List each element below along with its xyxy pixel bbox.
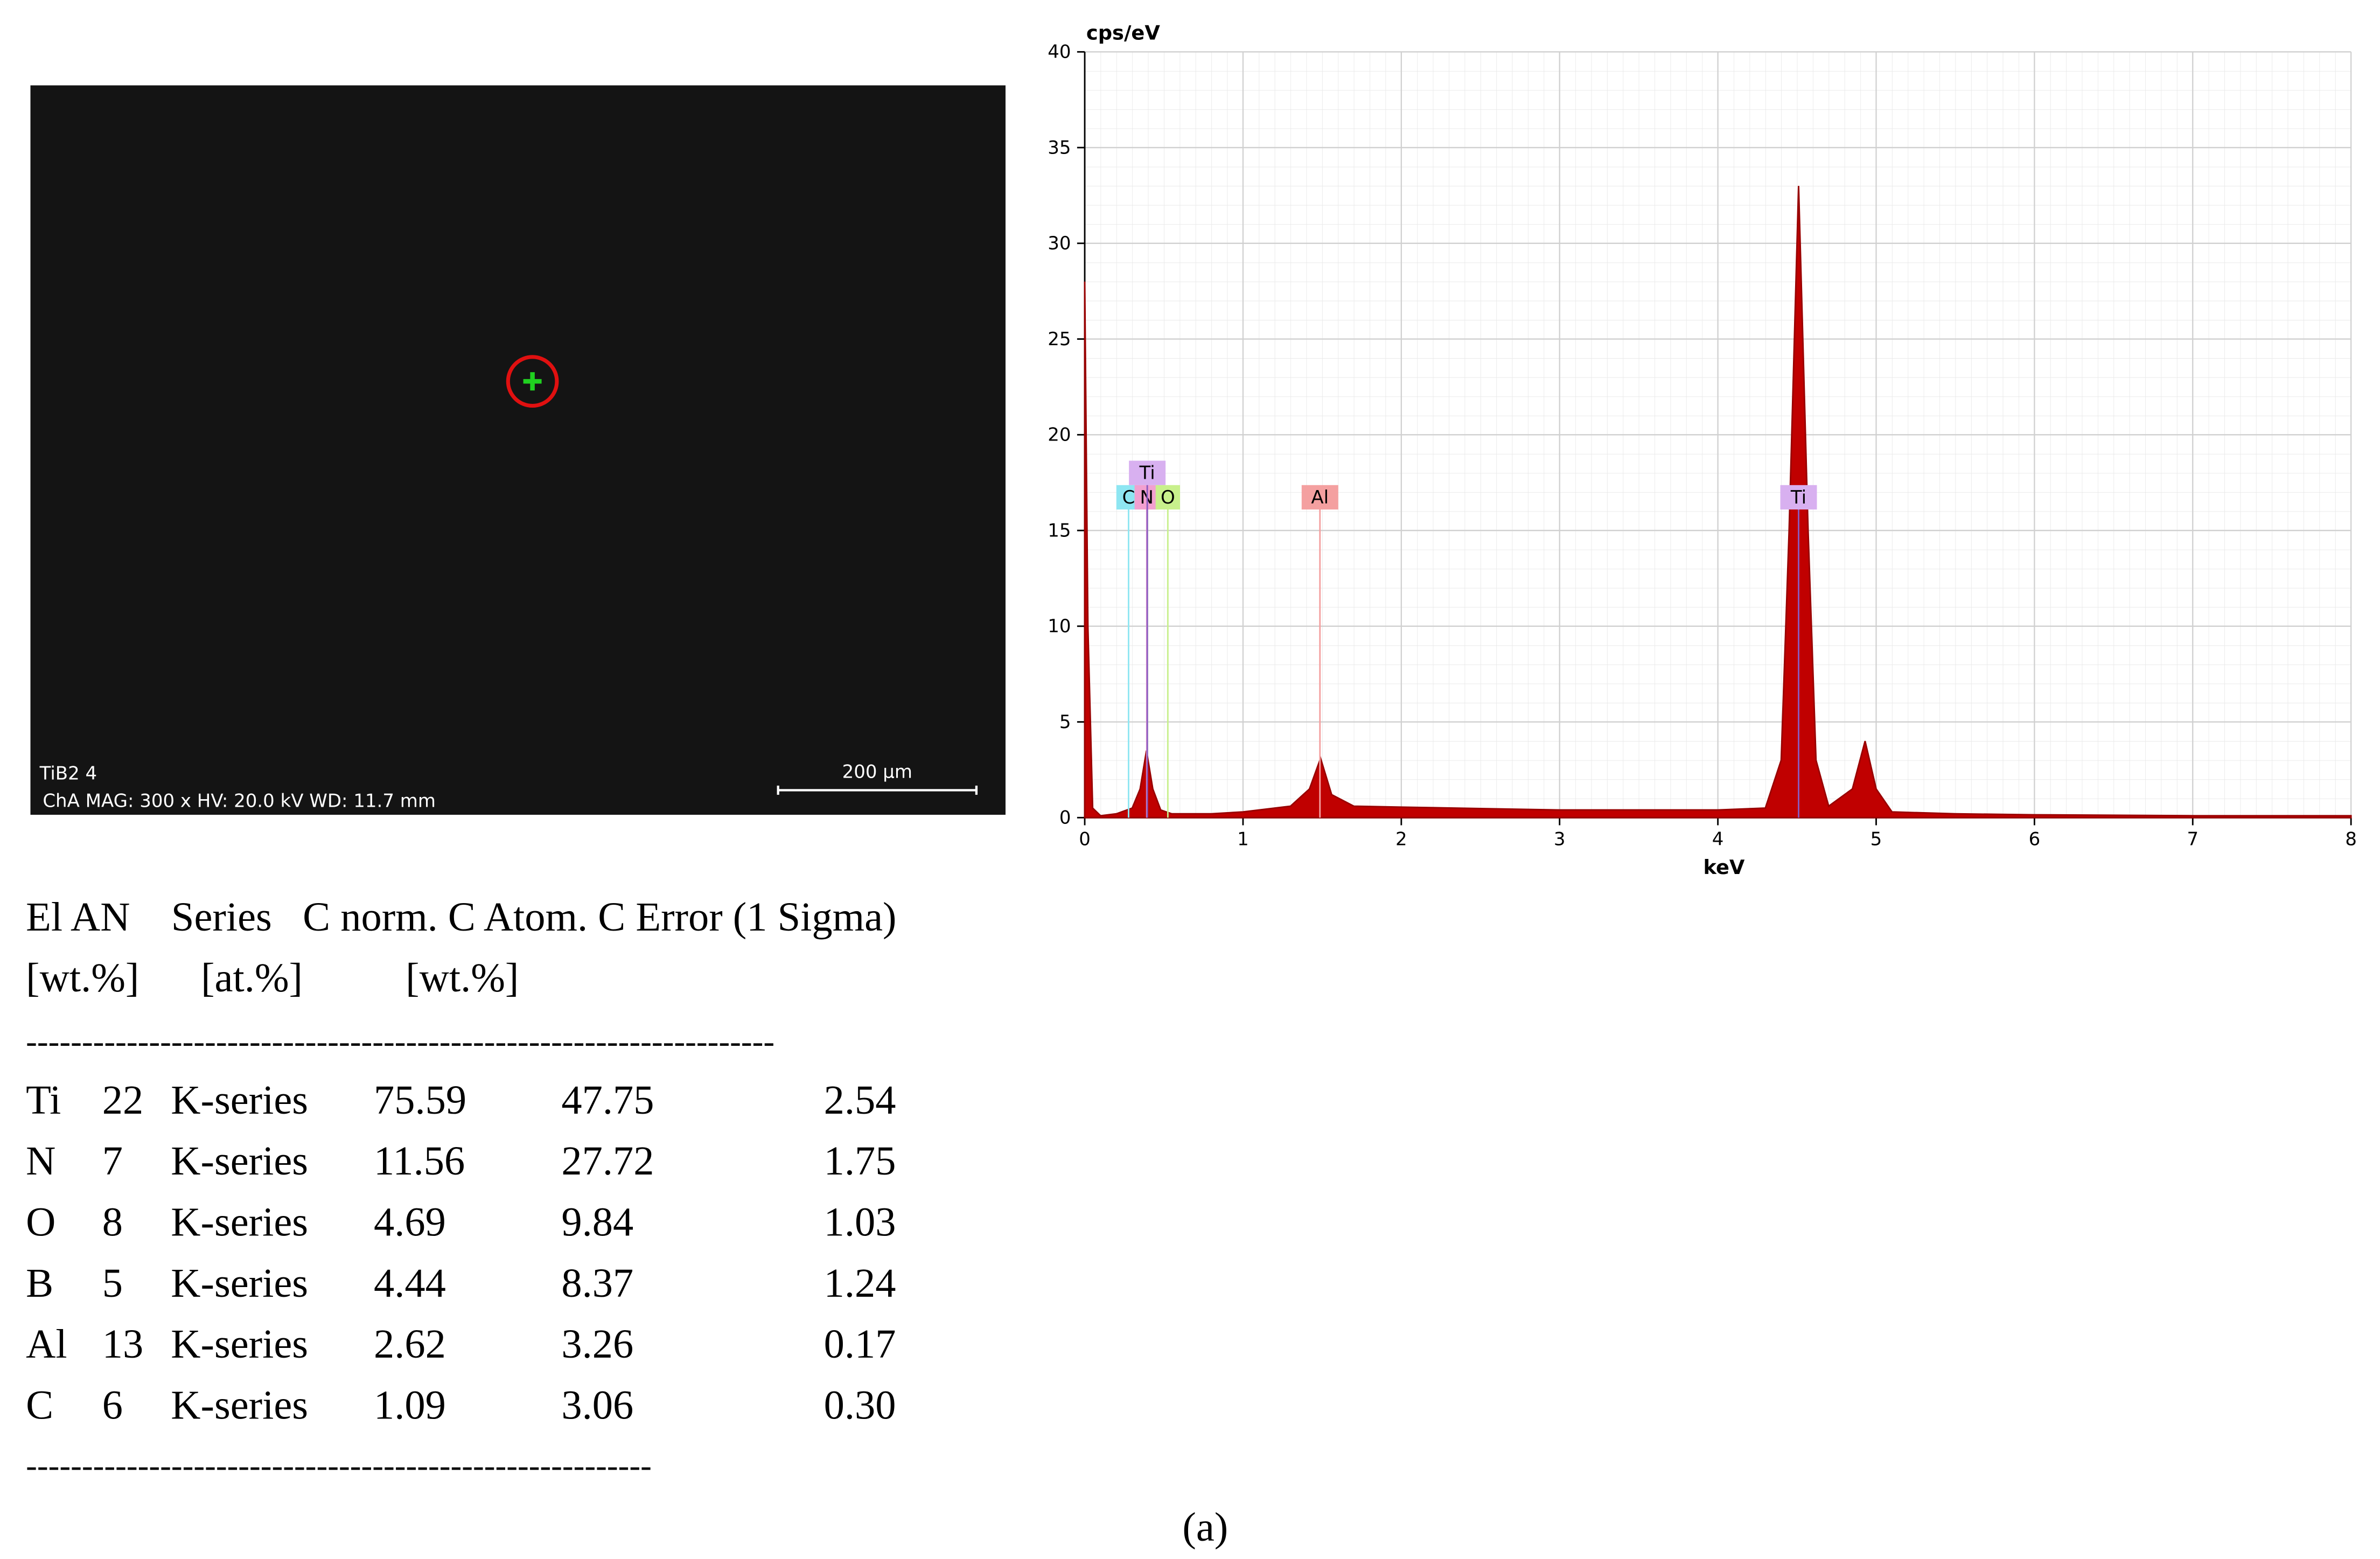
x-tick-label: 2 <box>1395 828 1407 850</box>
x-tick-label: 5 <box>1871 828 1882 850</box>
table-separator: ----------------------------------------… <box>26 1023 774 1060</box>
table-cell: 2.62 <box>374 1321 446 1367</box>
table-cell: 1.24 <box>824 1260 896 1306</box>
table-cell: K-series <box>171 1077 308 1123</box>
table-cell: K-series <box>171 1199 308 1245</box>
marker-label: O <box>1161 487 1175 508</box>
table-cell: 4.44 <box>374 1260 446 1306</box>
caption: (a) <box>1182 1504 1228 1550</box>
probe-cross <box>523 372 542 391</box>
table-cell: 8 <box>102 1199 123 1245</box>
table-cell: N <box>26 1138 55 1184</box>
y-tick-label: 10 <box>1048 616 1071 637</box>
table-cell: K-series <box>171 1321 308 1367</box>
table-cell: 7 <box>102 1138 123 1184</box>
table-cell: 1.03 <box>824 1199 896 1245</box>
table-cell: 47.75 <box>561 1077 654 1123</box>
table-cell: O <box>26 1199 55 1245</box>
marker-label: Al <box>1311 487 1329 508</box>
table-cell: 1.09 <box>374 1382 446 1428</box>
table-cell: 27.72 <box>561 1138 654 1184</box>
sem-sample: TiB2 4 <box>39 763 97 785</box>
marker-box <box>1780 485 1817 510</box>
table-cell: 3.06 <box>561 1382 633 1428</box>
y-tick-label: 0 <box>1059 807 1071 829</box>
x-tick-label: 1 <box>1237 828 1249 850</box>
table-cell: C <box>26 1382 53 1428</box>
table-cell: Ti <box>26 1077 61 1123</box>
table-cell: K-series <box>171 1260 308 1306</box>
table-cell: Al <box>26 1321 67 1367</box>
y-tick-label: 25 <box>1048 328 1071 350</box>
y-tick-label: 5 <box>1059 711 1071 733</box>
x-tick-label: 0 <box>1079 828 1091 850</box>
y-axis-label: cps/eV <box>1086 22 1160 45</box>
marker-label: Ti <box>1139 462 1155 484</box>
table-cell: 3.26 <box>561 1321 633 1367</box>
table-cell: 8.37 <box>561 1260 633 1306</box>
table-cell: 6 <box>102 1382 123 1428</box>
x-axis-label: keV <box>1703 856 1744 879</box>
y-tick-label: 35 <box>1048 137 1071 158</box>
table-cell: 9.84 <box>561 1199 633 1245</box>
table-cell: 0.30 <box>824 1382 896 1428</box>
table-separator: ----------------------------------------… <box>26 1447 652 1484</box>
table-header: [wt.%] [at.%] [wt.%] <box>26 955 519 1001</box>
sem-image: TiB2 4 ChA MAG: 300 x HV: 20.0 kV WD: 11… <box>30 85 1006 815</box>
eds-chart: cps/eV keV 0510152025303540012345678CNTi… <box>1048 22 2357 879</box>
marker-box <box>1129 460 1166 485</box>
marker-label: Ti <box>1790 487 1806 508</box>
y-tick-label: 30 <box>1048 233 1071 254</box>
table-cell: 11.56 <box>374 1138 465 1184</box>
scale-bar-label: 200 µm <box>842 761 912 783</box>
table-cell: K-series <box>171 1138 308 1184</box>
spectrum <box>1084 186 2352 819</box>
x-tick-label: 6 <box>2029 828 2041 850</box>
marker-label: C <box>1122 487 1135 508</box>
table-cell: 75.59 <box>374 1077 466 1123</box>
table-cell: B <box>26 1260 53 1306</box>
x-tick-label: 4 <box>1712 828 1724 850</box>
table-cell: 13 <box>102 1321 143 1367</box>
scale-bar <box>777 785 978 795</box>
sem-info: ChA MAG: 300 x HV: 20.0 kV WD: 11.7 mm <box>43 790 436 812</box>
table-cell: 1.75 <box>824 1138 896 1184</box>
composition-table: El AN Series C norm. C Atom. C Error (1 … <box>26 894 896 1484</box>
table-cell: 5 <box>102 1260 123 1306</box>
x-tick-label: 3 <box>1554 828 1566 850</box>
sem-texture <box>30 85 1006 815</box>
probe-circle <box>506 355 559 408</box>
table-cell: 0.17 <box>824 1321 896 1367</box>
x-tick-label: 7 <box>2187 828 2198 850</box>
table-cell: 22 <box>102 1077 143 1123</box>
y-tick-label: 20 <box>1048 424 1071 446</box>
y-tick-label: 15 <box>1048 520 1071 541</box>
table-cell: 2.54 <box>824 1077 896 1123</box>
x-tick-label: 8 <box>2345 828 2357 850</box>
table-cell: 4.69 <box>374 1199 446 1245</box>
marker-box <box>1301 485 1338 510</box>
table-cell: K-series <box>171 1382 308 1428</box>
marker-box <box>1155 485 1180 510</box>
table-header: El AN Series C norm. C Atom. C Error (1 … <box>26 894 896 940</box>
y-tick-label: 40 <box>1048 41 1071 63</box>
